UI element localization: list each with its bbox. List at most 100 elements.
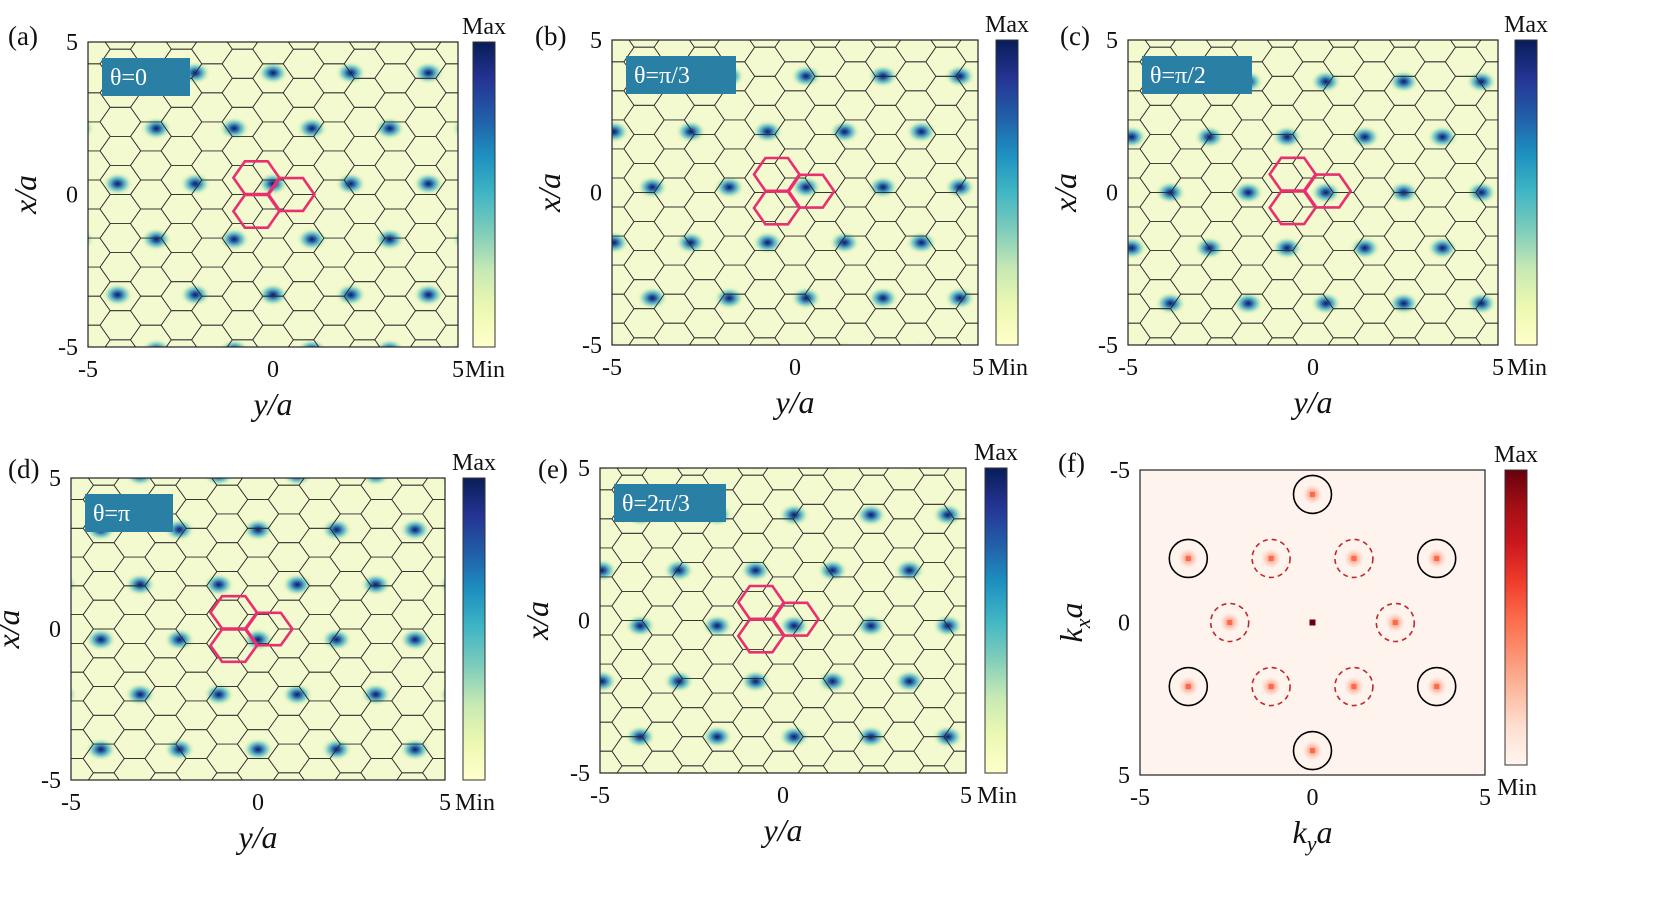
density-peak: [867, 397, 899, 421]
density-peak: [71, 684, 78, 705]
density-peak: [1038, 125, 1070, 149]
lattice-cell: [1035, 795, 1075, 824]
lattice-cell: [533, 381, 573, 410]
lattice-cell: [1004, 751, 1044, 780]
density-peak: [179, 171, 212, 196]
lattice-cell: [21, 428, 62, 457]
lattice-cell: [1047, 396, 1087, 425]
lattice-cell: [612, 388, 652, 417]
lattice-cell: [1004, 519, 1044, 548]
density-peak: [1086, 836, 1118, 860]
density-peak: [63, 449, 95, 473]
lattice-cell: [435, 92, 458, 123]
lattice-cell: [1004, 722, 1044, 751]
lattice-cell: [161, 398, 202, 427]
lattice-cell: [624, 0, 664, 18]
lattice-lines: [0, 370, 556, 874]
density-peak: [509, 558, 541, 582]
lattice-cell: [0, 715, 1, 744]
x-tick-label: -5: [1130, 785, 1150, 811]
lattice-cell: [497, 93, 538, 122]
lattice-cell: [1016, 410, 1056, 439]
lattice-cell: [344, 0, 385, 20]
density-peak: [607, 5, 639, 29]
lattice-cell: [672, 359, 712, 388]
density-peak: [521, 231, 553, 255]
highlight-hexagons: [208, 594, 294, 664]
highlight-hexagon: [787, 173, 836, 209]
density-peak: [1232, 291, 1265, 316]
lattice-cell: [1415, 381, 1456, 410]
lattice-cell: [642, 374, 682, 403]
colorbar-gradient: [462, 477, 486, 781]
lattice-cell: [1018, 396, 1059, 425]
x-tick-label: 5: [960, 783, 972, 809]
lattice-cell: [1171, 352, 1212, 381]
lattice-cell: [552, 417, 592, 446]
lattice-cell: [21, 830, 62, 859]
fourier-peak-core: [1434, 555, 1440, 561]
lattice-cell: [422, 614, 445, 644]
lattice-cell: [564, 251, 604, 280]
fourier-peak-core: [1227, 620, 1233, 625]
lattice-cell: [497, 64, 538, 93]
density-peak: [600, 558, 618, 583]
density-peak: [1009, 725, 1041, 749]
lattice-cell: [552, 504, 592, 533]
lattice-cell: [1567, 105, 1608, 134]
lattice-cell: [775, 0, 815, 4]
lattice-cell: [114, 787, 155, 816]
density-peak: [1009, 836, 1041, 860]
density-peak: [556, 847, 588, 871]
lattice-cell: [176, 845, 217, 874]
lattice-cell: [1475, 177, 1498, 208]
density-peak: [740, 780, 772, 804]
density-peak: [1465, 69, 1498, 94]
density-peak: [1621, 291, 1653, 315]
density-peak: [1309, 180, 1342, 205]
x-tick-label: -5: [61, 790, 81, 816]
density-peak: [548, 503, 580, 527]
lattice-cell: [926, 0, 966, 18]
density-peak: [1543, 181, 1575, 205]
lattice-cell: [314, 354, 355, 383]
density-peak: [124, 792, 156, 816]
lattice-cell: [533, 120, 573, 149]
density-peak: [1201, 447, 1233, 471]
lattice-cell: [515, 715, 556, 744]
density-peak: [829, 9, 861, 33]
y-axis-label: x/a: [519, 601, 555, 641]
lattice-cell: [1567, 338, 1608, 367]
theta-badge: [102, 58, 190, 96]
lattice-cell: [884, 403, 924, 432]
lattice-cell: [515, 687, 556, 716]
lattice-cell: [392, 370, 433, 399]
lattice-cell: [594, 0, 634, 4]
panel-e: θ=2π/3 (e) -5 0 5 5 0 -5 y/a x/a Max Min: [509, 359, 1233, 860]
lattice-cell: [299, 787, 340, 816]
density-peak: [218, 116, 251, 141]
lattice-cell: [715, 0, 755, 4]
lattice-cell: [1537, 91, 1578, 120]
density-peak: [242, 517, 274, 542]
lattice-cell: [642, 403, 682, 432]
lattice-cell: [1262, 0, 1303, 18]
lattice-cell: [484, 816, 525, 845]
lattice-cell: [422, 585, 445, 615]
lattice-cell: [835, 352, 875, 381]
y-tick-label: -5: [570, 761, 590, 787]
density-peak: [855, 836, 887, 860]
density-peak: [828, 119, 861, 144]
panel-label: (f): [1058, 448, 1085, 478]
lattice-cell: [314, 6, 355, 35]
x-axis-label: y/a: [1290, 384, 1332, 420]
lattice-cell: [436, 412, 477, 441]
lattice-cell: [745, 0, 785, 18]
dashed-circle: [1251, 666, 1291, 707]
lattice-cell: [453, 830, 494, 859]
density-peak: [1465, 402, 1497, 426]
density-peak: [0, 116, 17, 140]
colorbar: Max Min: [985, 12, 1029, 381]
lattice-cell: [1035, 475, 1075, 504]
density-peak: [85, 847, 117, 871]
